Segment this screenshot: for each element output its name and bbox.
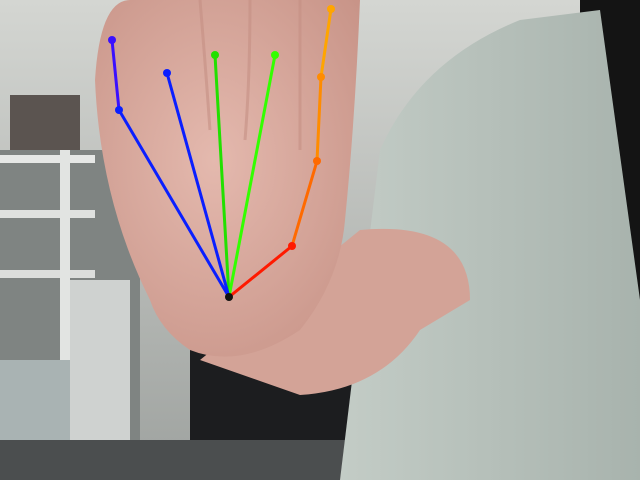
keypoint — [288, 242, 296, 250]
bone — [117, 108, 231, 299]
keypoint — [271, 51, 279, 59]
keypoint — [163, 69, 171, 77]
bone — [213, 53, 231, 299]
hand-keypoints — [108, 5, 335, 301]
bone — [165, 71, 231, 299]
keypoint — [225, 293, 233, 301]
hand-skeleton — [110, 7, 333, 299]
keypoint — [115, 106, 123, 114]
person — [95, 0, 640, 480]
bone — [315, 75, 323, 163]
bone — [290, 159, 319, 248]
bone — [110, 38, 121, 112]
keypoint — [327, 5, 335, 13]
keypoint — [313, 157, 321, 165]
bone — [319, 7, 333, 79]
bone — [227, 53, 277, 299]
keypoint — [317, 73, 325, 81]
bone — [227, 244, 294, 299]
keypoint — [108, 36, 116, 44]
keypoint — [211, 51, 219, 59]
